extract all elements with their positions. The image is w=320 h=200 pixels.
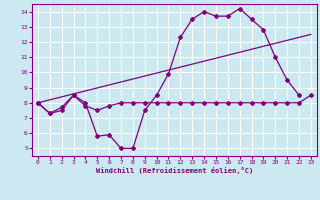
X-axis label: Windchill (Refroidissement éolien,°C): Windchill (Refroidissement éolien,°C) [96, 167, 253, 174]
